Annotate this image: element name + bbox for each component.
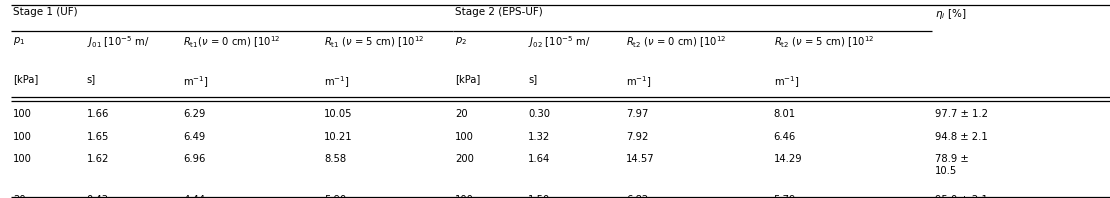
Text: 6.96: 6.96 bbox=[183, 154, 205, 165]
Text: 8.58: 8.58 bbox=[324, 154, 346, 165]
Text: 14.57: 14.57 bbox=[626, 154, 655, 165]
Text: 94.8 ± 2.1: 94.8 ± 2.1 bbox=[935, 132, 988, 142]
Text: [kPa]: [kPa] bbox=[13, 74, 39, 84]
Text: m$^{-1}$]: m$^{-1}$] bbox=[324, 74, 350, 90]
Text: 1.64: 1.64 bbox=[528, 154, 551, 165]
Text: 95.0 ± 2.1: 95.0 ± 2.1 bbox=[935, 195, 988, 198]
Text: 0.30: 0.30 bbox=[528, 109, 551, 119]
Text: 1.66: 1.66 bbox=[87, 109, 109, 119]
Text: 8.01: 8.01 bbox=[774, 109, 796, 119]
Text: $R_{\rm t2}$ ($\nu$ = 0 cm) [10$^{12}$: $R_{\rm t2}$ ($\nu$ = 0 cm) [10$^{12}$ bbox=[626, 35, 727, 50]
Text: 100: 100 bbox=[455, 132, 474, 142]
Text: 97.7 ± 1.2: 97.7 ± 1.2 bbox=[935, 109, 988, 119]
Text: 1.65: 1.65 bbox=[87, 132, 109, 142]
Text: $p_1$: $p_1$ bbox=[13, 35, 26, 47]
Text: 5.79: 5.79 bbox=[774, 195, 796, 198]
Text: 6.82: 6.82 bbox=[626, 195, 648, 198]
Text: s]: s] bbox=[528, 74, 537, 84]
Text: $R_{\rm t1}$($\nu$ = 0 cm) [10$^{12}$: $R_{\rm t1}$($\nu$ = 0 cm) [10$^{12}$ bbox=[183, 35, 281, 50]
Text: 6.29: 6.29 bbox=[183, 109, 205, 119]
Text: $J_{02}$ [10$^{-5}$ m/: $J_{02}$ [10$^{-5}$ m/ bbox=[528, 35, 591, 50]
Text: 6.49: 6.49 bbox=[183, 132, 205, 142]
Text: 100: 100 bbox=[13, 154, 32, 165]
Text: 7.97: 7.97 bbox=[626, 109, 648, 119]
Text: 1.50: 1.50 bbox=[528, 195, 551, 198]
Text: 20: 20 bbox=[455, 109, 467, 119]
Text: 200: 200 bbox=[455, 154, 474, 165]
Text: m$^{-1}$]: m$^{-1}$] bbox=[626, 74, 652, 90]
Text: 10.05: 10.05 bbox=[324, 109, 353, 119]
Text: $p_2$: $p_2$ bbox=[455, 35, 467, 47]
Text: 10.21: 10.21 bbox=[324, 132, 353, 142]
Text: 78.9 ±
10.5: 78.9 ± 10.5 bbox=[935, 154, 968, 176]
Text: 100: 100 bbox=[455, 195, 474, 198]
Text: m$^{-1}$]: m$^{-1}$] bbox=[774, 74, 799, 90]
Text: 0.43: 0.43 bbox=[87, 195, 109, 198]
Text: $\eta_i$ [%]: $\eta_i$ [%] bbox=[935, 7, 966, 21]
Text: 14.29: 14.29 bbox=[774, 154, 803, 165]
Text: 6.46: 6.46 bbox=[774, 132, 796, 142]
Text: 1.32: 1.32 bbox=[528, 132, 551, 142]
Text: 20: 20 bbox=[13, 195, 26, 198]
Text: [kPa]: [kPa] bbox=[455, 74, 481, 84]
Text: $R_{\rm t1}$ ($\nu$ = 5 cm) [10$^{12}$: $R_{\rm t1}$ ($\nu$ = 5 cm) [10$^{12}$ bbox=[324, 35, 425, 50]
Text: 100: 100 bbox=[13, 109, 32, 119]
Text: s]: s] bbox=[87, 74, 95, 84]
Text: $R_{\rm t2}$ ($\nu$ = 5 cm) [10$^{12}$: $R_{\rm t2}$ ($\nu$ = 5 cm) [10$^{12}$ bbox=[774, 35, 875, 50]
Text: Stage 1 (UF): Stage 1 (UF) bbox=[13, 7, 78, 17]
Text: 100: 100 bbox=[13, 132, 32, 142]
Text: 1.62: 1.62 bbox=[87, 154, 109, 165]
Text: m$^{-1}$]: m$^{-1}$] bbox=[183, 74, 209, 90]
Text: 4.44: 4.44 bbox=[183, 195, 205, 198]
Text: $J_{01}$ [10$^{-5}$ m/: $J_{01}$ [10$^{-5}$ m/ bbox=[87, 35, 149, 50]
Text: 7.92: 7.92 bbox=[626, 132, 648, 142]
Text: Stage 2 (EPS-UF): Stage 2 (EPS-UF) bbox=[455, 7, 543, 17]
Text: 5.90: 5.90 bbox=[324, 195, 346, 198]
